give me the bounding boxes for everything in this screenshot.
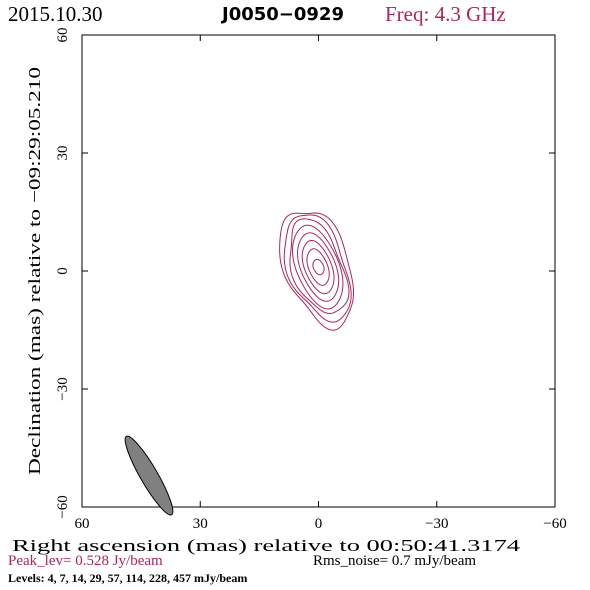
beam-ellipse (124, 435, 174, 516)
y-tick-label: 30 (55, 146, 71, 161)
y-tick-label: −30 (55, 377, 71, 400)
x-tick-label: −60 (543, 516, 566, 532)
contour-level-228 (306, 248, 330, 286)
y-tick-label: −60 (55, 495, 71, 518)
y-tick-label: 60 (55, 28, 71, 43)
contour-level-4 (279, 212, 355, 331)
x-tick-label: 60 (75, 516, 90, 532)
x-axis-label: Right ascension (mas) relative to 00:50:… (12, 536, 521, 555)
peak-level-text: Peak_lev= 0.528 Jy/beam (8, 553, 163, 569)
y-tick-label: 0 (55, 267, 71, 275)
plot-frame (81, 34, 556, 508)
y-axis-label: Declination (mas) relative to −09:29:05.… (25, 67, 44, 475)
contour-level-457 (312, 258, 325, 276)
contour-level-114 (301, 239, 335, 295)
observation-date: 2015.10.30 (8, 2, 103, 26)
source-name: J0050−0929 (222, 4, 344, 25)
contour-level-29 (291, 224, 344, 310)
rms-noise-text: Rms_noise= 0.7 mJy/beam (313, 553, 477, 569)
contour-level-57 (297, 232, 340, 302)
x-tick-label: 0 (315, 516, 323, 532)
x-tick-label: 30 (193, 516, 208, 532)
contour-level-7 (283, 214, 352, 323)
contour-level-14 (289, 218, 350, 315)
x-tick-label: −30 (425, 516, 448, 532)
contour-levels-text: Levels: 4, 7, 14, 29, 57, 114, 228, 457 … (8, 571, 248, 585)
frequency-label: Freq: 4.3 GHz (385, 2, 506, 26)
